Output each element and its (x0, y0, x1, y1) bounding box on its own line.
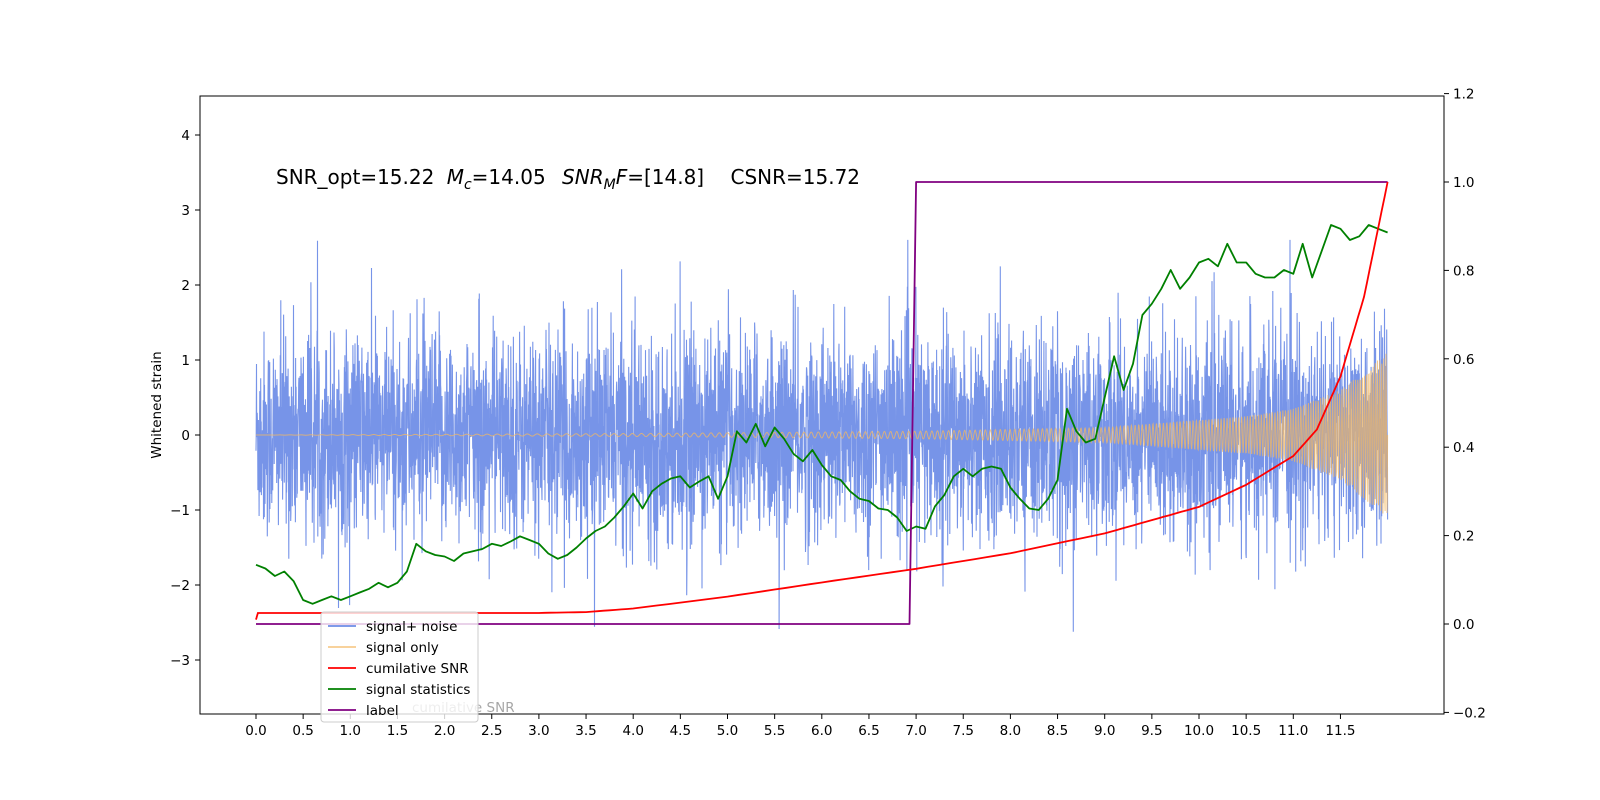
x-tick-label: 7.5 (953, 723, 974, 739)
x-tick-label: 0.0 (245, 723, 266, 739)
y2-tick-label: 0.4 (1453, 440, 1474, 456)
x-tick-label: 6.0 (811, 723, 832, 739)
mc-subscript: c (464, 177, 472, 193)
x-tick-label: 6.5 (858, 723, 879, 739)
x-axis: 0.0 0.5 1.0 1.5 2.0 2.5 3.0 3.5 4.0 4.5 5.0 5.5 6.0 6… (245, 714, 1355, 739)
y2-tick-label: 1.0 (1453, 175, 1474, 191)
cumulative-snr-line (255, 181, 1389, 620)
mc-symbol: M (447, 165, 464, 189)
y-axis-label: Whitened strain (149, 351, 165, 458)
x-tick-label: 8.0 (1000, 723, 1021, 739)
x-tick-label: 1.0 (340, 723, 361, 739)
legend-box (320, 611, 479, 723)
x-tick-label: 3.0 (528, 723, 549, 739)
snrmf-f: F (616, 165, 628, 189)
y-tick-label: −1 (170, 503, 190, 519)
x-tick-label: 10.0 (1184, 723, 1214, 739)
snr-annotation: SNR_opt=15.22 Mc=14.05 SNRMF=[14.8] CSNR… (276, 165, 860, 193)
x-tick-label: 7.0 (905, 723, 926, 739)
x-tick-label: 11.5 (1325, 723, 1355, 739)
y-tick-label: 3 (181, 203, 190, 219)
y2-tick-label: 0.8 (1453, 263, 1474, 279)
line-series-group (255, 181, 1389, 625)
x-tick-label: 1.5 (387, 723, 408, 739)
signal-only-line (256, 353, 1389, 514)
y2-tick-label: 0.2 (1453, 529, 1474, 545)
snr-opt-text: SNR_opt=15.22 (276, 165, 434, 189)
x-tick-label: 4.5 (670, 723, 691, 739)
legend-label: signal+ noise (366, 619, 457, 635)
x-tick-label: 8.5 (1047, 723, 1068, 739)
signal-only-series (256, 353, 1389, 514)
x-tick-label: 10.5 (1231, 723, 1261, 739)
y-axis-left: −3 −2 −1 0 1 2 3 4 (170, 128, 200, 669)
x-tick-label: 5.5 (764, 723, 785, 739)
y-tick-label: −3 (170, 653, 190, 669)
x-tick-label: 5.0 (717, 723, 738, 739)
y-tick-label: 2 (181, 278, 190, 294)
y2-tick-label: 1.2 (1453, 87, 1474, 103)
x-tick-label: 3.5 (575, 723, 596, 739)
legend-label: cumilative SNR (366, 661, 469, 677)
snrmf-value: =[14.8] (627, 165, 704, 189)
x-tick-label: 9.5 (1141, 723, 1162, 739)
x-tick-label: 2.0 (434, 723, 455, 739)
signal-statistics-line (255, 224, 1388, 605)
y-axis-right: −0.2 0.0 0.2 0.4 0.6 0.8 1.0 1.2 (1444, 87, 1486, 721)
signal-noise-line (255, 239, 1389, 632)
x-tick-label: 4.0 (622, 723, 643, 739)
y2-tick-label: −0.2 (1453, 705, 1486, 721)
mc-value: =14.05 (472, 165, 546, 189)
y-tick-label: −2 (170, 578, 190, 594)
x-tick-label: 2.5 (481, 723, 502, 739)
y-tick-label: 4 (181, 128, 190, 144)
x-tick-label: 0.5 (292, 723, 313, 739)
snrmf-subscript: M (604, 177, 616, 193)
label-line (256, 181, 1388, 625)
legend-label: label (366, 703, 399, 719)
signal-noise-series (255, 239, 1389, 632)
snrmf-symbol: SNR (562, 165, 604, 189)
y-tick-label: 1 (181, 353, 190, 369)
x-tick-label: 9.0 (1094, 723, 1115, 739)
x-tick-label: 11.0 (1278, 723, 1308, 739)
y2-tick-label: 0.6 (1453, 352, 1474, 368)
legend-label: signal only (366, 640, 439, 656)
legend-label: signal statistics (366, 682, 470, 698)
y2-tick-label: 0.0 (1453, 617, 1474, 633)
y-tick-label: 0 (181, 428, 190, 444)
csnr-text: CSNR=15.72 (730, 165, 860, 189)
